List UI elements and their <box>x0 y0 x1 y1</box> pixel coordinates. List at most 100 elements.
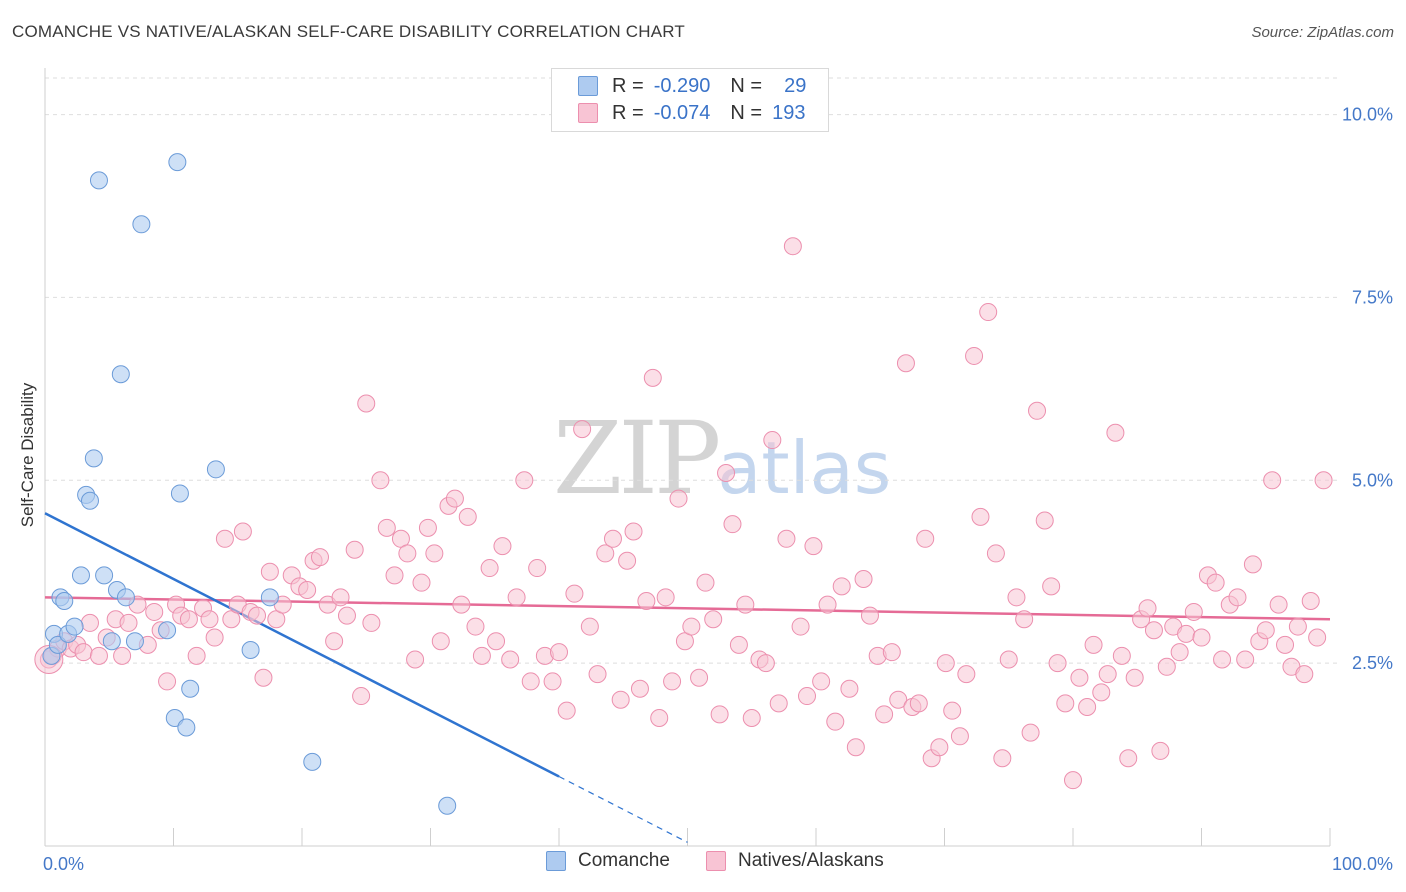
legend-r-value: -0.074 <box>653 101 711 124</box>
natives-point <box>663 672 682 691</box>
natives-point <box>950 727 969 746</box>
natives-point <box>113 646 132 665</box>
natives-point <box>1170 643 1189 662</box>
comanche-point <box>80 491 99 510</box>
natives-point <box>310 548 329 567</box>
y-tick-label: 5.0% <box>1352 470 1393 490</box>
natives-swatch <box>578 103 598 123</box>
legend-r-value: -0.290 <box>653 74 711 97</box>
comanche-point <box>158 621 177 640</box>
natives-point <box>431 632 450 651</box>
comanche-point <box>165 709 184 727</box>
natives-point <box>80 613 99 632</box>
natives-point <box>1119 749 1138 768</box>
natives-point <box>1042 577 1061 596</box>
natives-point <box>543 672 562 691</box>
natives-point <box>145 602 164 621</box>
natives-point <box>158 672 177 691</box>
natives-point <box>1157 657 1176 676</box>
comanche-point <box>181 679 200 698</box>
natives-point <box>637 591 656 610</box>
comanche-point <box>111 365 130 384</box>
grid-lines <box>45 77 1338 664</box>
natives-point <box>783 237 802 256</box>
natives-point <box>763 431 782 450</box>
natives-point <box>573 420 592 439</box>
natives-point <box>777 529 796 548</box>
natives-point <box>936 654 955 673</box>
natives-point <box>909 694 928 713</box>
natives-point <box>723 515 742 534</box>
natives-point <box>254 668 273 687</box>
natives-point <box>425 544 444 563</box>
natives-point <box>1288 617 1307 636</box>
natives-point <box>588 665 607 684</box>
natives-point <box>1125 668 1144 687</box>
natives-point <box>1213 650 1232 669</box>
bottom-legend-comanche: Comanche <box>546 850 670 872</box>
natives-point <box>742 709 761 727</box>
natives-point <box>1236 650 1255 669</box>
natives-point <box>528 559 547 578</box>
comanche-point <box>84 449 103 468</box>
natives-point <box>557 701 576 720</box>
natives-point <box>769 694 788 713</box>
natives-point <box>818 595 837 614</box>
natives-point <box>943 701 962 720</box>
x-tick-label: 0.0% <box>43 854 84 874</box>
comanche-swatch <box>546 851 566 871</box>
natives-point <box>200 610 219 629</box>
natives-point <box>1295 665 1314 684</box>
natives-point <box>331 588 350 607</box>
bottom-legend-natives: Natives/Alaskans <box>706 850 884 872</box>
natives-point <box>580 617 599 636</box>
comanche-point <box>303 752 322 771</box>
natives-point <box>1078 698 1097 717</box>
natives-point <box>1184 602 1203 621</box>
trend-lines <box>44 512 1331 843</box>
legend-r-label: R = <box>612 101 644 124</box>
natives-point <box>1098 665 1117 684</box>
natives-point <box>418 518 437 537</box>
natives-point <box>487 632 506 651</box>
natives-point <box>1192 628 1211 647</box>
natives-point <box>854 570 873 589</box>
natives-point <box>971 507 990 526</box>
natives-point <box>1021 723 1040 742</box>
natives-point <box>798 687 817 706</box>
natives-points <box>34 237 1333 790</box>
natives-point <box>1015 610 1034 629</box>
comanche-point <box>168 153 187 172</box>
natives-point <box>1084 635 1103 654</box>
legend-r-label: R = <box>612 74 644 97</box>
natives-point <box>1048 654 1067 673</box>
natives-point <box>233 522 252 541</box>
natives-point <box>493 537 512 556</box>
legend-n-label: N = <box>730 74 763 97</box>
watermark-atlas: atlas <box>717 426 892 510</box>
comanche-point <box>48 635 67 654</box>
y-tick-label: 10.0% <box>1342 105 1393 125</box>
natives-point <box>736 595 755 614</box>
legend-n-value: 193 <box>772 101 806 124</box>
natives-point <box>1035 511 1054 530</box>
natives-point <box>1177 624 1196 643</box>
comanche-point <box>170 484 189 503</box>
natives-point <box>385 566 404 585</box>
zipatlas-watermark: ZIPatlas <box>553 400 891 517</box>
comanche-point <box>177 718 196 737</box>
natives-point <box>565 584 584 603</box>
natives-point <box>804 537 823 556</box>
natives-point <box>669 489 688 508</box>
natives-point <box>398 544 417 563</box>
natives-point <box>812 672 831 691</box>
natives-point <box>550 643 568 662</box>
comanche-point <box>260 588 279 607</box>
chart-source: Source: ZipAtlas.com <box>1251 24 1394 41</box>
watermark-zip: ZIP <box>553 400 721 517</box>
comanche-point <box>89 171 108 190</box>
natives-point <box>603 529 622 548</box>
natives-point <box>882 643 901 662</box>
natives-point <box>643 368 662 387</box>
